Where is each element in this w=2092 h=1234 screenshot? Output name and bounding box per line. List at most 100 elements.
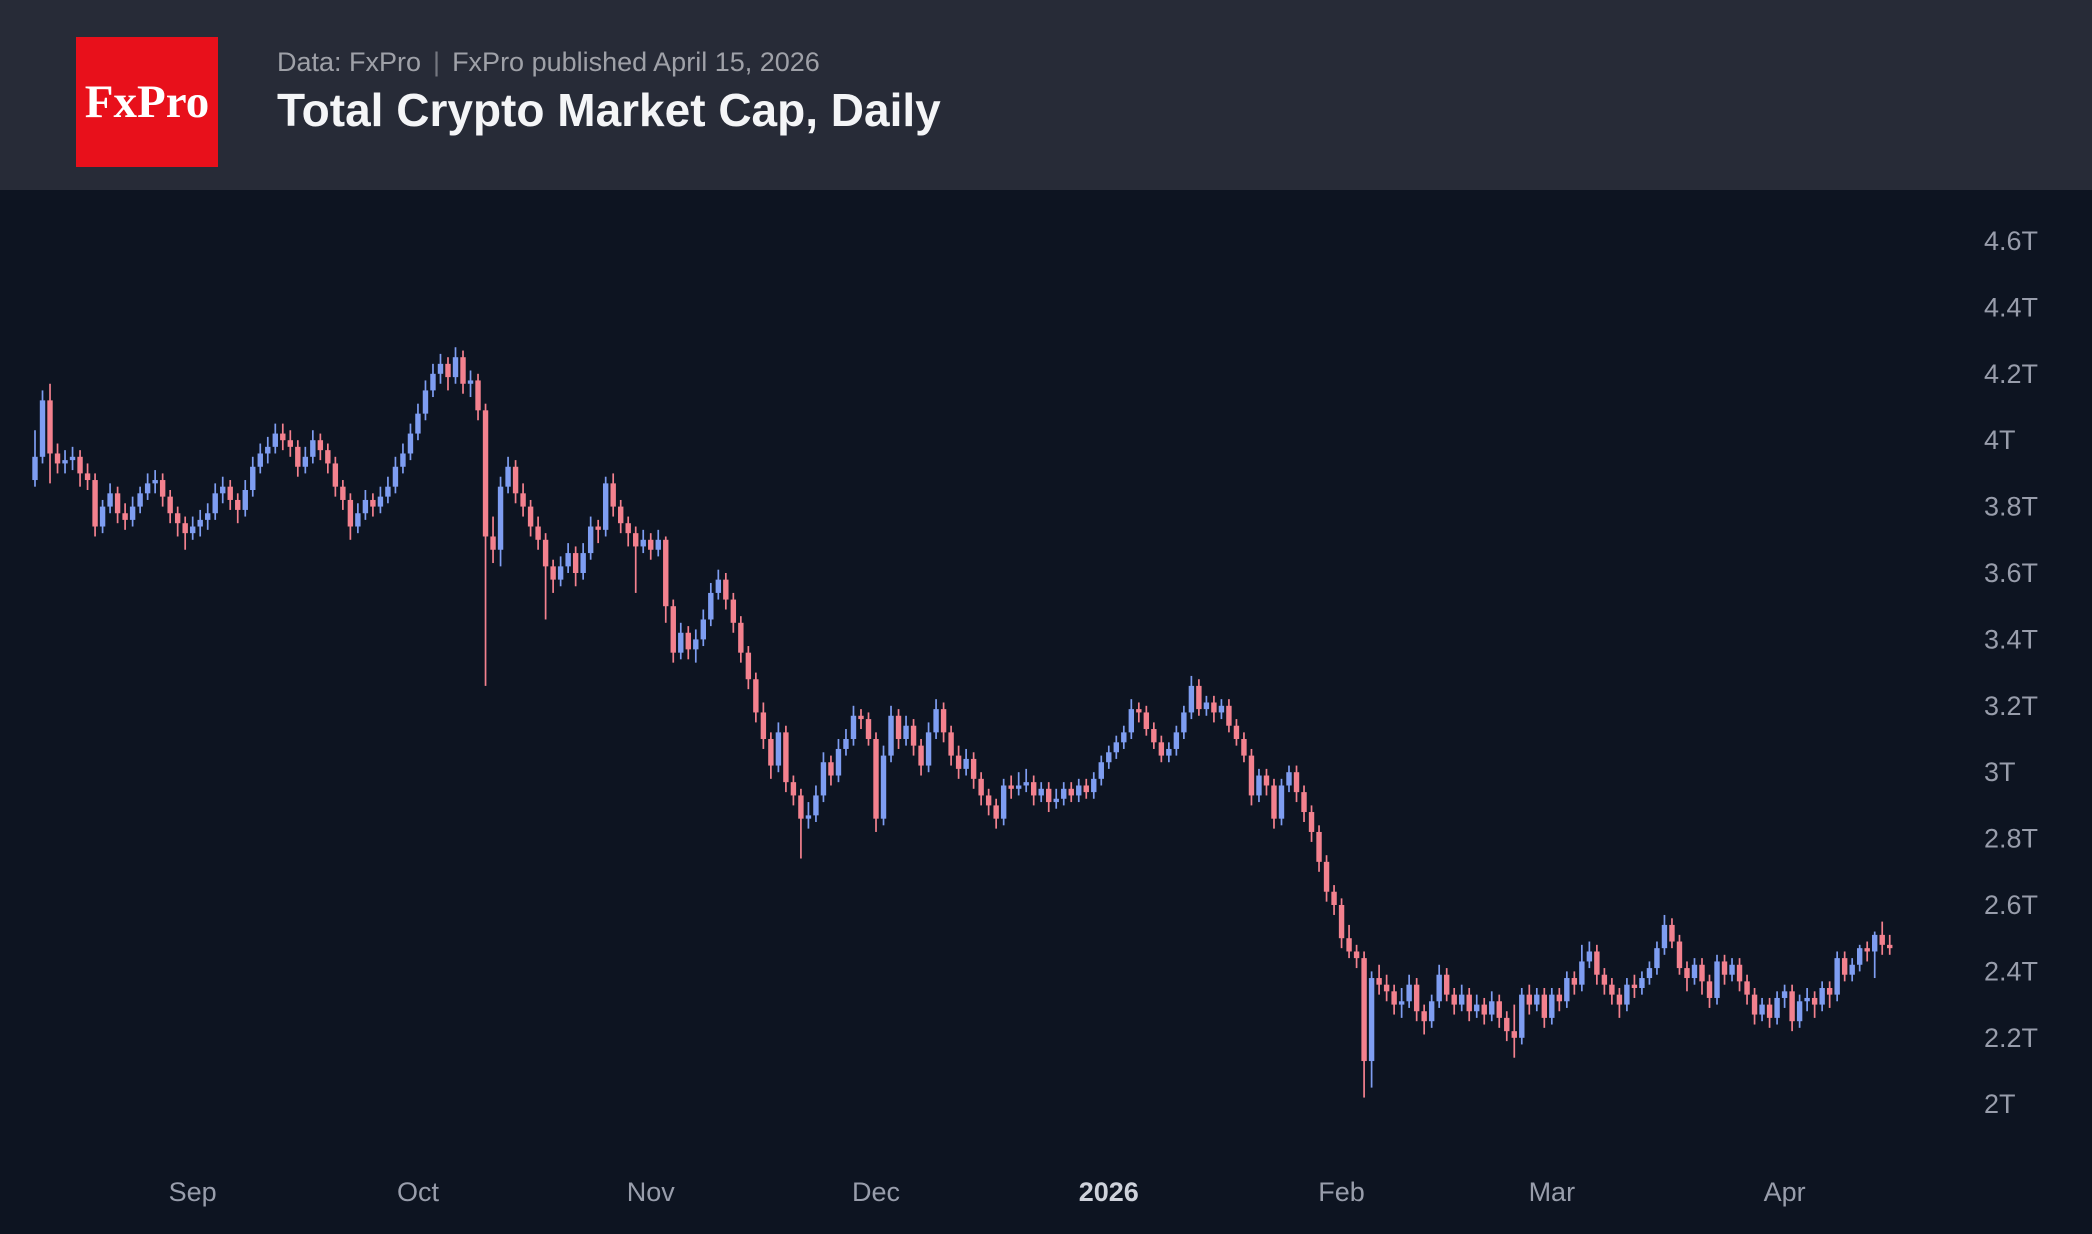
candle-body-down [1879,934,1885,945]
candle-body-down [77,456,83,474]
candle-body-up [1781,991,1788,998]
candle-body-down [174,513,181,524]
y-tick-label: 3.2T [1984,691,2038,721]
y-tick-label: 3.6T [1984,558,2038,588]
candle-body-up [903,725,909,739]
candle-body-down [92,480,98,527]
candle-body-down [1736,964,1743,982]
candle-body-down [1556,994,1563,1002]
candle-body-down [325,450,331,464]
candle-body-down [1443,974,1450,995]
y-tick-label: 4.6T [1984,226,2038,256]
candle-body-up [1729,964,1735,975]
candle-body-up [1113,742,1119,753]
candle-body-up [813,795,819,816]
candle-body-up [467,380,474,384]
candle-body-up [1218,705,1225,713]
candle-body-up [1278,785,1285,819]
candle-body-up [805,815,812,819]
candle-body-up [1856,948,1863,965]
candle-body-up [452,357,459,378]
candle-body-down [1511,1031,1517,1038]
candle-body-up [1549,994,1555,1018]
candle-body-up [69,456,76,461]
candle-body-down [895,715,902,739]
candle-body-down [1301,792,1307,813]
source-line: Data: FxPro | FxPro published April 15, 20… [277,47,820,78]
candle-body-up [1586,951,1593,962]
candle-body-down [685,632,691,650]
candle-wick [634,526,637,593]
published-text: FxPro published April 15, 2026 [452,47,820,77]
candle-body-down [1233,725,1240,739]
candle-body-down [1196,685,1202,710]
candle-body-down [1526,994,1532,1005]
candle-body-down [1699,964,1705,982]
candle-body-up [708,592,714,620]
candle-body-down [1504,1017,1510,1032]
candle-body-down [1226,705,1232,726]
candle-body-up [62,460,68,464]
candle-body-up [1038,788,1044,796]
candle-body-down [858,715,864,720]
candle-body-down [122,513,128,520]
candle-body-up [1368,978,1375,1062]
candle-body-down [490,536,496,550]
candle-wick [800,788,802,859]
candle-body-up [835,748,842,776]
source-separator-icon: | [433,47,441,77]
x-tick-label: Nov [627,1177,676,1207]
candle-body-up [422,390,429,414]
candle-body-up [1489,1001,1495,1015]
candle-body-down [955,755,962,769]
candle-body-up [1834,958,1840,995]
candle-body-down [1826,988,1833,995]
candle-body-down [347,499,354,527]
y-tick-label: 4.2T [1984,359,2038,389]
x-tick-label: Apr [1764,1177,1806,1207]
candle-body-down [1706,981,1713,998]
candle-body-down [798,795,804,819]
candle-body-down [865,719,872,739]
candle-body-up [407,433,414,454]
candle-body-down [1008,785,1014,789]
fxpro-logo-text: FxPro [84,76,210,128]
candle-body-down [1353,951,1360,959]
candle-body-up [1579,961,1585,985]
candle-body-down [1616,994,1623,1005]
candle-body-down [1744,981,1750,995]
candle-body-down [745,652,752,680]
candle-body-down [542,539,549,567]
candle-body-down [535,526,541,540]
y-tick-label: 3T [1984,757,2016,787]
candle-body-up [1428,1001,1435,1022]
x-tick-label: Mar [1529,1177,1576,1207]
candle-body-down [227,486,233,500]
candle-body-down [1346,938,1352,952]
candle-body-down [790,782,797,796]
candle-body-up [1849,964,1855,975]
candle-body-up [933,709,939,733]
candle-body-down [940,709,947,733]
candle-wick [544,533,547,620]
candle-body-down [993,805,999,819]
candle-body-down [167,496,173,514]
candle-body-up [602,483,609,530]
candle-body-down [482,410,489,537]
candle-body-down [1496,1001,1502,1018]
candle-body-down [1211,702,1217,713]
candle-body-up [505,466,511,487]
candle-body-up [39,400,46,457]
candle-body-up [272,433,278,447]
candle-body-up [1646,968,1653,979]
candle-body-down [918,745,924,766]
y-tick-label: 3.4T [1984,624,2038,654]
candle-body-up [1819,988,1825,1005]
candle-body-up [963,758,969,769]
candle-body-down [332,463,339,487]
header-bar: FxPro Data: FxPro | FxPro published April … [0,0,2092,190]
candle-body-down [475,380,481,411]
candle-body-down [1046,788,1052,803]
candle-body-up [392,466,399,487]
candle-body-up [1796,1001,1803,1022]
